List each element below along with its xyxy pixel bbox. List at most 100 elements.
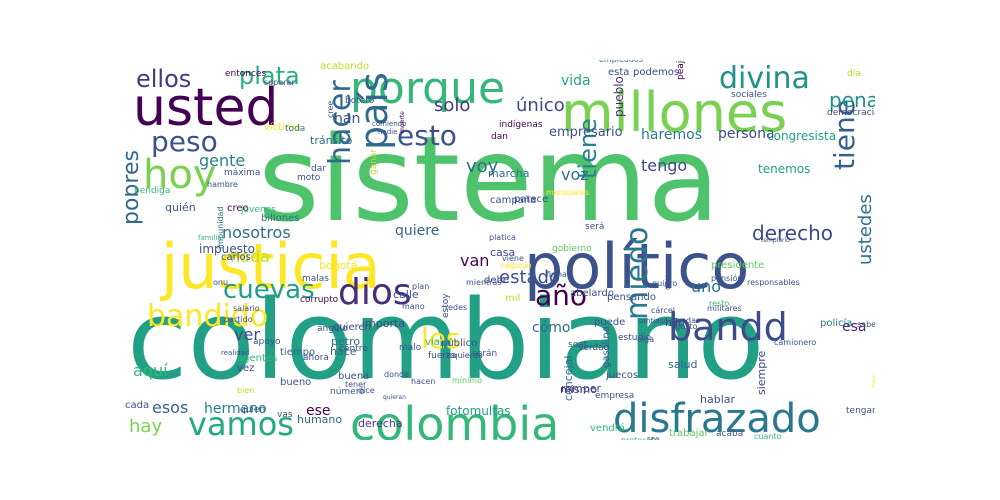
word-188: romper [561,382,601,395]
word-182: sabe [857,320,875,329]
word-100: acabando [320,61,369,72]
word-78: debe [484,275,509,286]
word-159: platica [489,233,516,242]
word-77: parece [514,194,548,205]
word-142: malo [399,343,422,353]
word-34: aquí [133,361,168,380]
word-14: dios [338,272,412,313]
word-135: realidad [221,349,249,357]
word-94: vez [237,363,254,374]
word-114: empleados [599,60,643,64]
word-151: ahora [303,353,329,363]
word-136: bien [237,386,254,395]
word-11: bandd [668,305,788,349]
word-104: moto [297,173,321,183]
word-45: tengo [641,156,687,175]
word-0: sistema [258,110,720,248]
word-131: partido [224,315,253,324]
word-124: jóvenes [240,204,276,215]
word-99: creo [227,203,249,214]
word-139: número [330,387,365,397]
word-12: bandido [147,299,268,334]
word-149: serán [472,349,497,359]
word-165: pensando [607,292,656,303]
word-105: dar [311,164,326,174]
word-22: esto [397,119,457,152]
word-36: nosotros [222,223,291,242]
word-130: salario [233,304,260,313]
word-40: único [516,95,565,116]
word-101: entonces [225,69,266,79]
word-19: divina [719,61,810,96]
word-158: plan [412,282,429,291]
word-91: policía [820,317,852,329]
word-84: verdad [578,343,609,353]
word-193: acaba [716,429,743,439]
word-64: quién [165,201,196,214]
word-164: abelardo [570,288,614,299]
word-71: siempre [755,350,768,395]
word-41: van [460,251,489,270]
word-160: viene [502,254,524,263]
word-166: puede [594,317,625,328]
word-28: pena [829,88,875,112]
word-82: petro [331,335,360,348]
word-7: colombia [350,397,559,440]
word-5: usted [133,78,278,138]
word-110: botero [345,96,375,106]
word-97: mensuales [546,188,589,197]
word-103: víctima [264,121,301,133]
word-112: nadie [378,128,397,136]
word-145: mínimo [452,376,482,385]
word-174: pensión [711,273,742,283]
word-194: cuanto [754,432,782,440]
word-192: trabajar [669,428,710,439]
word-180: templario [761,237,790,244]
word-1: colombiano [127,276,765,404]
word-153: estoy [441,293,451,318]
word-106: toda [285,124,305,134]
word-86: campaña [490,195,536,206]
word-117: sociales [731,90,767,100]
word-15: peso [151,125,218,158]
word-37: gente [199,151,245,170]
word-162: será [585,222,604,232]
word-189: vendrá [590,422,625,434]
word-111: comiendo [372,120,406,128]
word-27: derecho [752,221,833,245]
word-121: máxima [224,168,260,178]
word-68: humano [297,413,342,426]
word-148: hacen [411,377,435,386]
word-9: país [352,72,396,150]
word-167: soat [568,340,588,350]
word-6: porque [350,63,505,114]
word-150: público [441,337,477,349]
word-93: cada [125,400,149,411]
word-76: marcha [488,167,530,180]
word-8: disfrazado [613,396,821,440]
word-146: donde [384,370,409,379]
word-35: nada [230,247,270,266]
word-73: mismo [560,383,597,396]
word-cloud: sistema colombiano justicia político millone… [125,60,875,440]
word-120: ganar [369,149,379,175]
word-176: doy [663,275,672,290]
word-33: esos [152,398,188,417]
word-118: democracia [827,108,875,118]
word-191: sea [647,435,659,440]
word-143: fuerza [428,351,456,361]
word-89: bogotá [319,259,357,272]
word-137: quien [240,405,265,415]
word-128: corrupto [300,295,339,305]
word-147: quieran [383,394,406,401]
word-109: cree [326,101,335,118]
word-138: vas [277,410,293,420]
word-133: ángulo [317,324,348,334]
word-83: hijo [665,316,685,329]
word-125: familia [198,234,222,242]
word-126: impunidad [216,206,225,249]
word-102: superar [264,78,295,87]
word-178: resto [709,299,729,308]
word-16: hacer [323,80,358,165]
